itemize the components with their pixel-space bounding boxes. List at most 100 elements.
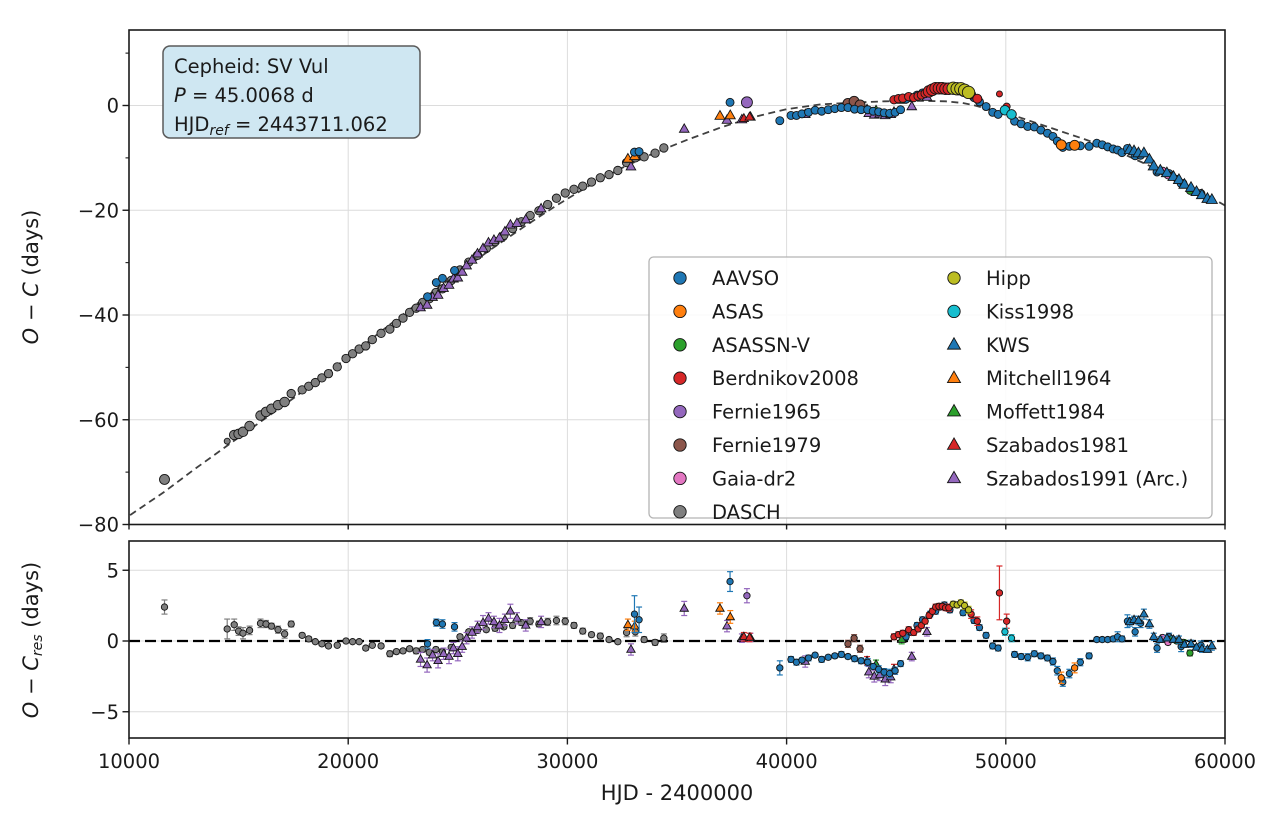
y-tick-label-residual: 5 (107, 559, 119, 582)
data-point-residual (1070, 664, 1079, 672)
data-point-residual (921, 617, 929, 625)
data-point-residual (432, 618, 440, 627)
data-point-residual (622, 619, 633, 628)
data-point-residual (579, 627, 587, 635)
data-point-main (551, 193, 562, 203)
data-point-residual (722, 620, 732, 630)
data-point-residual (342, 637, 350, 645)
data-point-residual (456, 633, 464, 641)
data-point-residual (994, 644, 1002, 652)
data-point-residual (478, 617, 488, 626)
data-point-residual (494, 619, 505, 629)
data-point-residual (508, 621, 517, 630)
data-point-residual (1003, 617, 1011, 625)
data-point-main (1195, 188, 1209, 200)
data-point-residual (422, 659, 433, 669)
data-point-residual (450, 623, 459, 631)
data-point-residual (630, 610, 639, 618)
data-point-main (604, 169, 614, 180)
data-point-residual (660, 634, 668, 642)
x-tick-label: 20000 (317, 750, 379, 773)
data-point-residual (1161, 632, 1172, 642)
info-line-hjd-ref: HJDref = 2443711.062 (174, 113, 388, 139)
data-point-residual (423, 640, 432, 648)
data-point-residual (461, 632, 472, 642)
data-point-main (244, 420, 255, 432)
data-point-residual (1037, 652, 1045, 660)
data-point-main (1137, 146, 1151, 158)
data-point-residual (433, 655, 444, 665)
data-point-residual (386, 650, 394, 658)
data-point-residual (1138, 608, 1149, 618)
data-point-residual (818, 655, 826, 664)
series-berdnikov2008 (889, 81, 1011, 641)
data-point-residual (467, 627, 478, 636)
legend-marker-triangle (946, 403, 962, 417)
data-point-main (1205, 192, 1219, 204)
data-point-residual (899, 629, 907, 637)
series-asas (1055, 139, 1081, 685)
data-point-residual (362, 644, 370, 652)
data-point-main (775, 116, 785, 126)
data-point-residual (324, 642, 333, 650)
series-dasch (159, 143, 669, 658)
legend-label: Gaia-dr2 (712, 467, 796, 490)
data-point-main (223, 437, 231, 445)
legend-label: Szabados1991 (Arc.) (986, 467, 1188, 490)
data-point-main (724, 109, 737, 120)
y-tick-label-main: 0 (107, 95, 119, 118)
x-axis-label: HJD - 2400000 (601, 781, 754, 805)
series-kws (1123, 143, 1219, 653)
main-panel-frame (128, 29, 1226, 526)
data-point-residual (1007, 634, 1016, 642)
data-point-main (659, 143, 669, 153)
axes-layer: 10000 20000 30000 40000 50000 60000 0 −20 −40 −60… (19, 29, 1256, 773)
data-point-residual (348, 638, 357, 646)
data-point-main (1143, 152, 1156, 164)
data-point-main (317, 373, 327, 383)
data-point-residual (570, 621, 578, 630)
data-point-main (586, 177, 597, 187)
data-point-main (511, 217, 523, 227)
x-tick-label: 40000 (756, 750, 818, 773)
data-point-main (471, 247, 484, 258)
data-point-main (634, 147, 644, 157)
data-point-residual (837, 650, 846, 659)
data-point-residual (1085, 652, 1093, 660)
data-point-residual (399, 647, 407, 655)
data-point-residual (850, 634, 858, 642)
data-point-residual (726, 577, 734, 586)
data-point-residual (1133, 615, 1144, 624)
data-point-residual (499, 614, 510, 624)
legend-marker-circle (673, 304, 687, 319)
data-point-main (456, 265, 468, 276)
data-point-main (159, 474, 170, 485)
data-point-residual (982, 631, 990, 639)
data-point-main (714, 109, 726, 120)
data-point-main (650, 148, 660, 158)
data-point-main (499, 225, 511, 236)
data-point-main (310, 377, 320, 388)
data-point-main (595, 173, 605, 183)
legend-marker-triangle (946, 370, 962, 383)
data-point-residual (287, 620, 295, 628)
data-point-main (279, 396, 290, 408)
legend-label: Kiss1998 (986, 300, 1074, 323)
data-point-residual (438, 620, 447, 628)
data-point-main (1069, 139, 1081, 151)
y-tick-label-main: −40 (78, 304, 119, 327)
data-point-residual (1043, 654, 1052, 662)
data-point-residual (857, 657, 865, 665)
data-point-main (625, 160, 637, 171)
data-point-main (1154, 163, 1167, 175)
legend-marker-triangle (946, 336, 962, 350)
data-point-residual (1131, 628, 1139, 636)
legend-label: Fernie1979 (712, 434, 821, 457)
y-tick-label-residual: −5 (90, 701, 119, 724)
legend: AAVSO ASAS ASASSN-V Berdnikov2008 Fernie1965… (648, 256, 1213, 524)
data-point-residual (679, 602, 690, 612)
data-point-main (520, 213, 532, 224)
data-point-main (744, 111, 755, 121)
data-point-main (477, 242, 489, 253)
data-point-residual (804, 654, 813, 662)
